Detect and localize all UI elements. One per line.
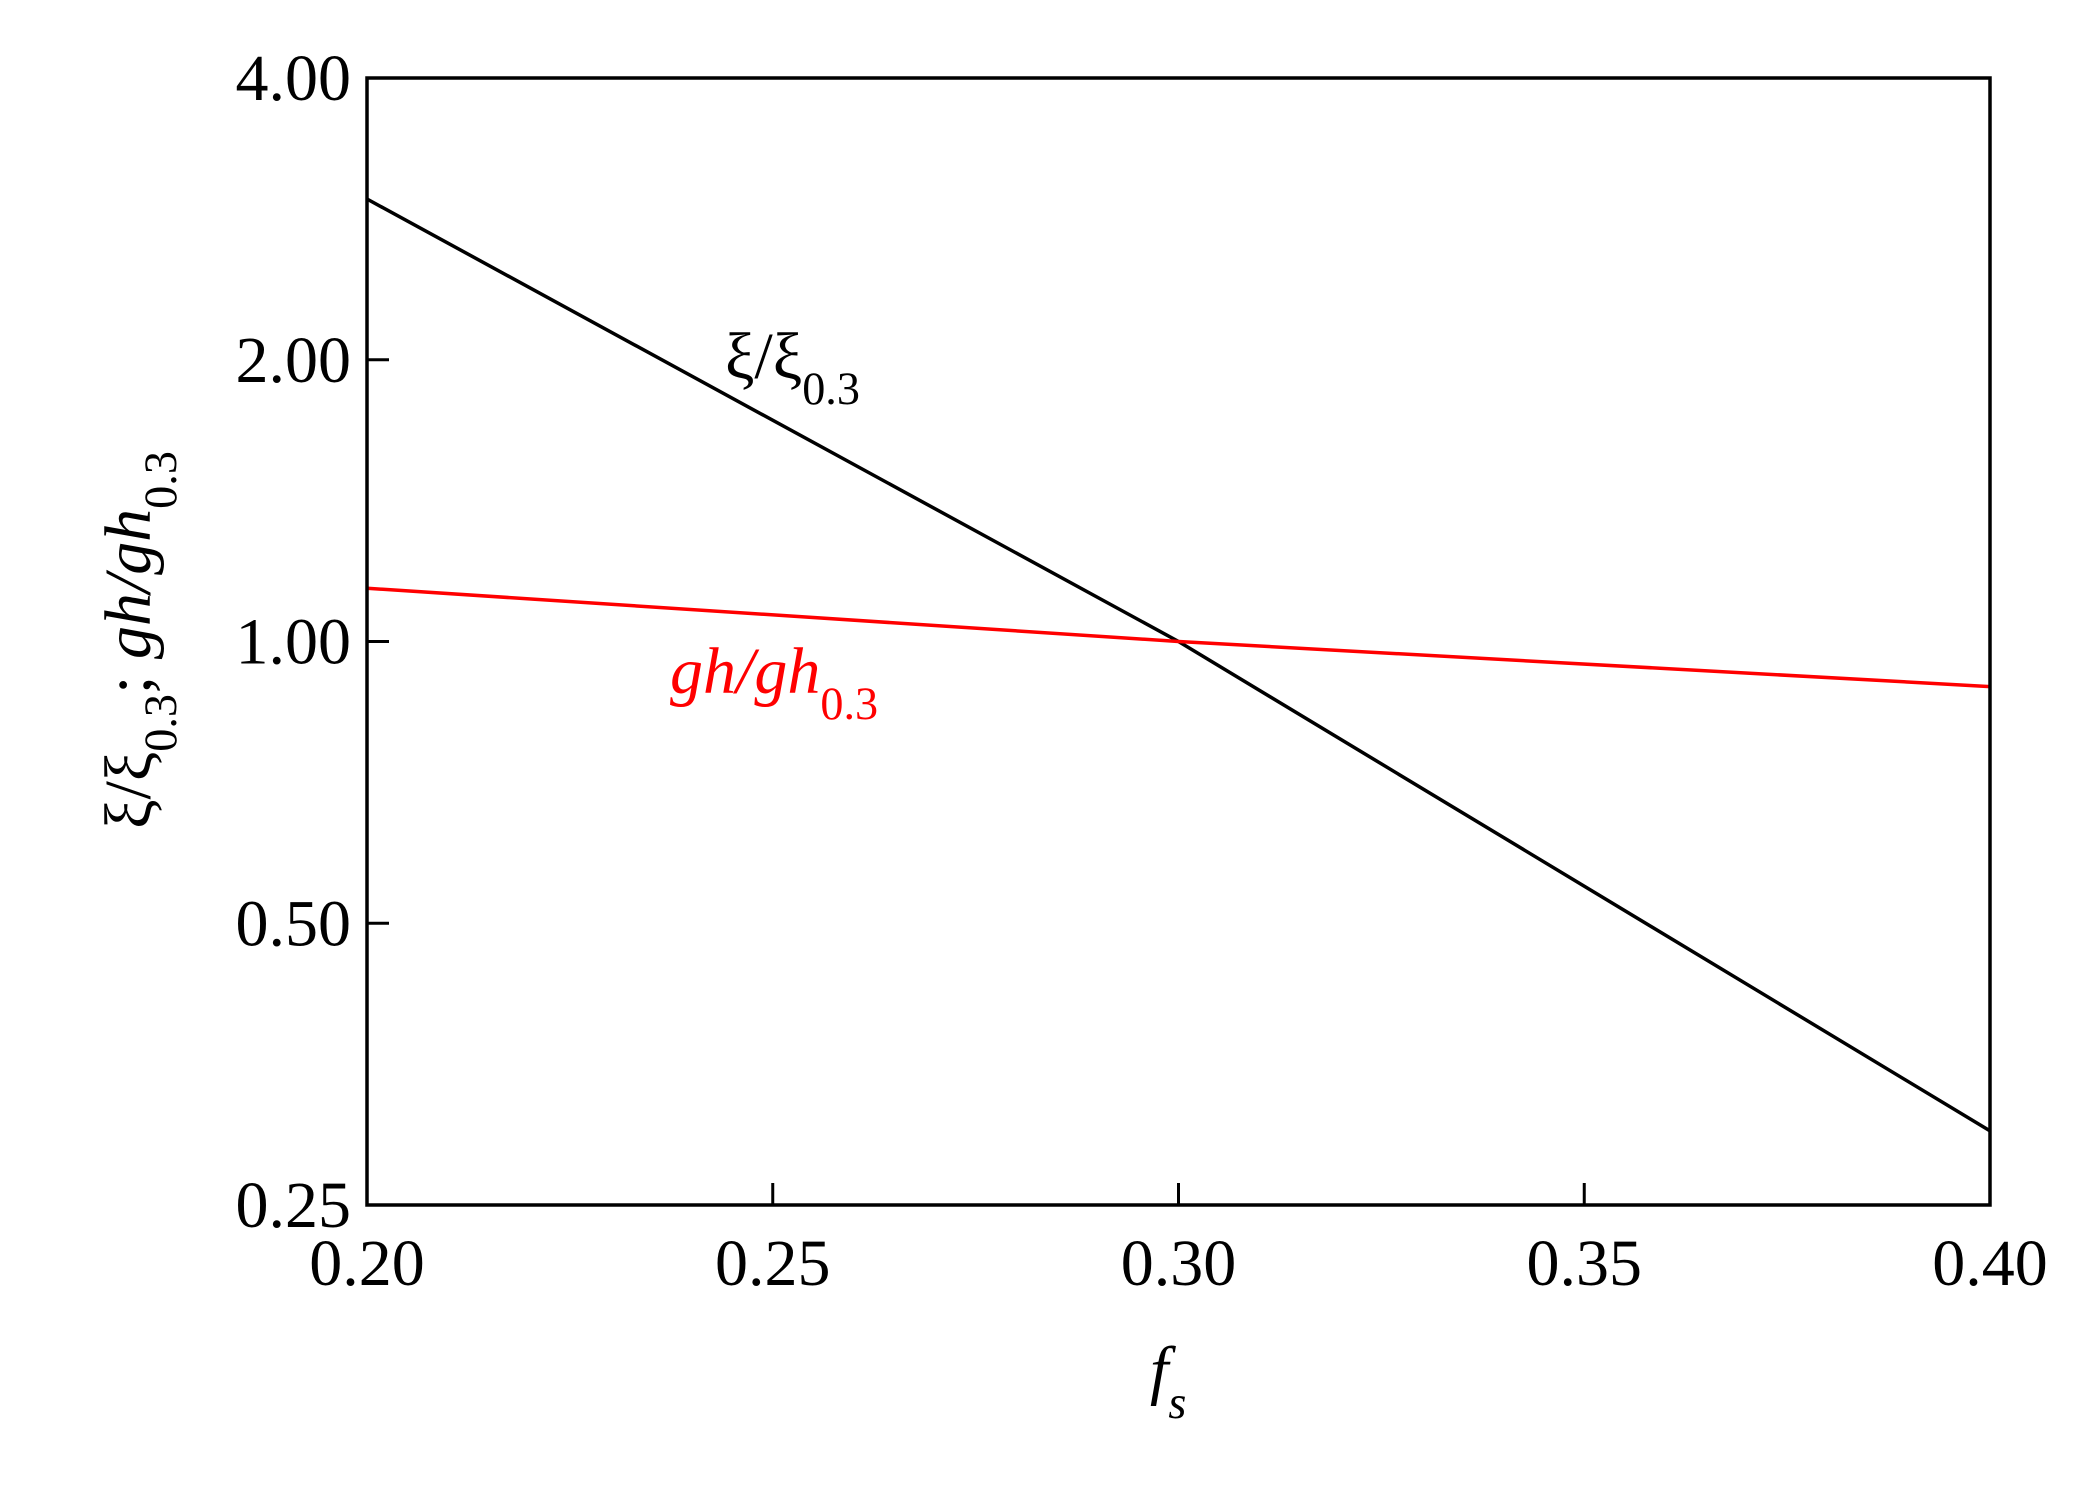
x-tick-label: 0.40 bbox=[1932, 1227, 2048, 1300]
label-part: 0.3 bbox=[135, 694, 186, 752]
y-tick-label: 0.25 bbox=[236, 1169, 352, 1242]
x-tick-label: 0.35 bbox=[1527, 1227, 1643, 1300]
series-label: ξ/ξ0.3 bbox=[725, 320, 860, 414]
label-part: ; bbox=[92, 659, 165, 694]
x-tick-label: 0.20 bbox=[309, 1227, 425, 1300]
label-part: 0.3 bbox=[135, 451, 186, 509]
label-part: 0.3 bbox=[820, 678, 878, 729]
label-part: ξ/ξ bbox=[92, 752, 165, 829]
series-label: gh/gh0.3 bbox=[670, 635, 878, 729]
y-tick-label: 1.00 bbox=[236, 606, 352, 679]
plot-frame bbox=[365, 76, 1992, 1207]
y-tick-label: 4.00 bbox=[236, 42, 352, 115]
label-part: ξ/ξ bbox=[725, 320, 802, 393]
x-tick-label: 0.25 bbox=[715, 1227, 831, 1300]
series-line bbox=[366, 586, 1991, 689]
label-part: 0.3 bbox=[802, 363, 860, 414]
y-axis-label: ξ/ξ0.3; gh/gh0.3 bbox=[92, 451, 186, 829]
label-part: gh/gh bbox=[670, 635, 820, 708]
y-tick-label: 2.00 bbox=[236, 324, 352, 397]
label-part: s bbox=[1168, 1377, 1186, 1428]
y-tick-label: 0.50 bbox=[236, 887, 352, 960]
label-part: gh/gh bbox=[92, 509, 165, 659]
x-tick-label: 0.30 bbox=[1121, 1227, 1237, 1300]
